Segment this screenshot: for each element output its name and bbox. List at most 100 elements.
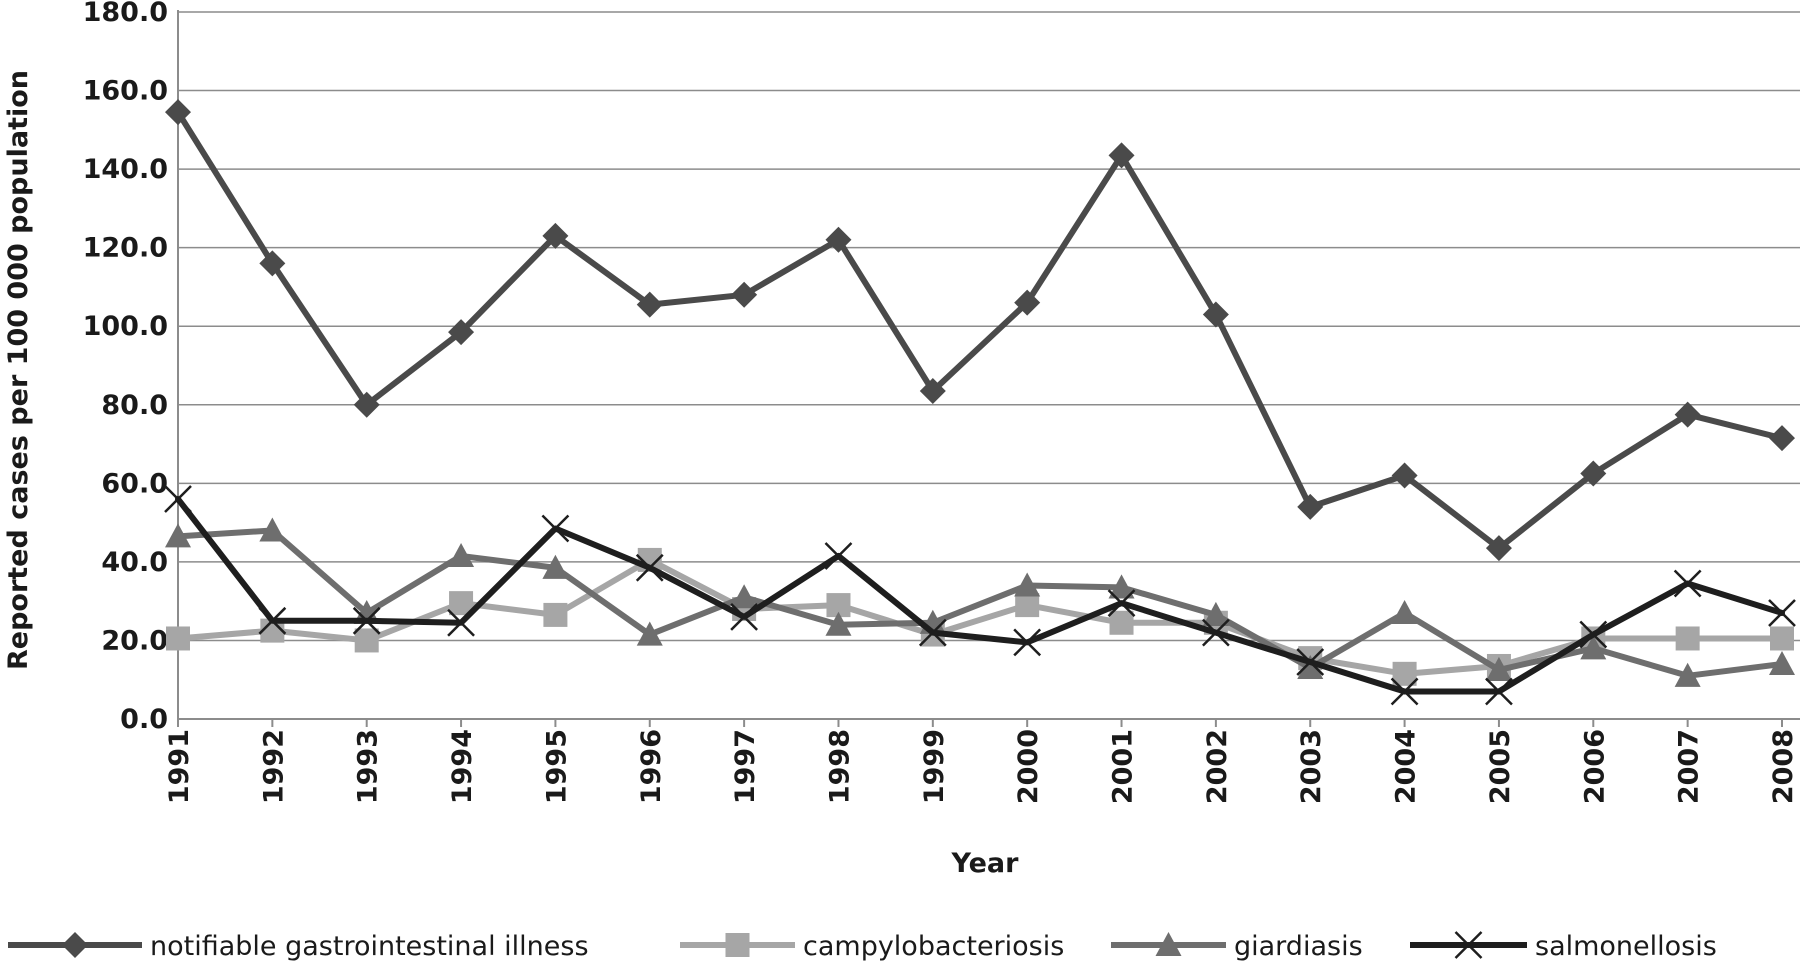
data-point-1-2007: [1675, 626, 1700, 651]
data-point-3-1998: [824, 542, 853, 570]
data-point-3-1993: [352, 606, 381, 635]
data-point-2-2006: [1580, 635, 1607, 660]
legend-swatch-marker-2: [1155, 932, 1182, 957]
data-point-0-1993: [353, 391, 380, 418]
series-2: [165, 517, 1795, 687]
data-point-0-1999: [919, 378, 946, 405]
data-point-2-2000: [1014, 572, 1041, 597]
series-line-3: [175, 496, 1785, 695]
y-axis-title: Reported cases per 100 000 population: [3, 70, 34, 670]
data-point-3-2001-stroke-b: [1107, 589, 1136, 618]
data-point-3-1996-stroke-b: [635, 553, 664, 582]
data-point-2-1992: [259, 517, 286, 542]
data-point-1-2000: [1015, 593, 1040, 618]
data-point-3-1998-stroke-b: [824, 542, 853, 570]
data-point-0-1991: [165, 99, 191, 126]
data-point-3-2000: [1013, 628, 1042, 657]
data-point-0-2003: [1297, 493, 1324, 520]
data-point-3-1991: [164, 485, 192, 513]
data-point-0-1992: [259, 250, 286, 277]
data-point-3-2007-stroke-b: [1673, 569, 1702, 598]
data-point-3-2003-stroke-b: [1296, 648, 1325, 676]
y-tick-label-9: 180.0: [83, 0, 168, 28]
data-point-0-2007: [1674, 401, 1701, 428]
legend-swatch-marker-1: [725, 933, 750, 957]
y-tick-label-2: 40.0: [101, 547, 168, 578]
x-tick-label-2005: 2005: [1485, 729, 1516, 804]
legend-swatch-marker-3: [1454, 931, 1483, 959]
x-tick-label-1993: 1993: [353, 729, 384, 804]
axes: 0.0 20.0 40.0 60.0 80.0 100.0 120.0 140.0 160.0 1…: [83, 0, 1800, 804]
y-tick-label-7: 140.0: [83, 154, 168, 185]
series-line-1: [175, 556, 1785, 677]
legend-label-3: salmonellosis: [1535, 931, 1717, 962]
data-point-0-1994: [448, 319, 475, 346]
data-point-1-1991: [166, 626, 190, 651]
legend-item-1: campylobacteriosis: [680, 931, 1064, 962]
x-tick-label-2000: 2000: [1013, 729, 1044, 804]
data-point-3-1997-stroke-b: [730, 602, 759, 631]
x-tick-label-2001: 2001: [1108, 729, 1139, 804]
x-tick-label-2008: 2008: [1768, 729, 1799, 804]
data-point-0-1995: [542, 222, 569, 249]
x-tick-label-1991: 1991: [164, 729, 195, 804]
data-point-1-1993: [354, 628, 379, 653]
data-point-2-2001: [1108, 574, 1135, 599]
data-point-3-2007: [1673, 569, 1702, 598]
x-tick-label-2004: 2004: [1391, 729, 1422, 804]
data-point-0-2001: [1108, 142, 1135, 169]
legend-item-2: giardiasis: [1111, 931, 1363, 962]
data-point-2-2002: [1202, 601, 1229, 626]
data-point-2-2007: [1674, 662, 1701, 687]
x-axis-title: Year: [951, 848, 1020, 879]
data-point-1-2008: [1770, 626, 1794, 651]
data-point-3-1997: [730, 602, 759, 631]
y-tick-label-0: 0.0: [120, 704, 168, 735]
data-point-0-2004: [1391, 462, 1418, 489]
data-point-0-2000: [1014, 289, 1041, 316]
x-tick-label-1999: 1999: [919, 729, 950, 804]
legend-swatch-marker-0: [62, 932, 88, 958]
data-point-0-2008: [1769, 425, 1795, 452]
data-point-3-2002-stroke-b: [1201, 618, 1230, 647]
data-point-0-1996: [636, 291, 663, 318]
data-point-0-1997: [731, 281, 758, 308]
gridlines: [178, 11, 1800, 642]
y-tick-label-6: 120.0: [83, 233, 168, 264]
x-tick-label-2007: 2007: [1674, 729, 1705, 804]
data-point-2-1994: [448, 542, 475, 568]
data-point-3-2003: [1296, 648, 1325, 676]
data-point-3-1999: [918, 618, 947, 647]
data-point-2-1995: [542, 554, 569, 579]
data-point-3-2005-stroke-b: [1485, 677, 1513, 706]
data-point-3-1995: [541, 514, 570, 543]
data-point-3-2002: [1201, 618, 1230, 647]
x-tick-label-1992: 1992: [258, 729, 289, 804]
series-group: [164, 99, 1796, 706]
series-3: [164, 485, 1796, 706]
x-tick-label-1996: 1996: [636, 729, 667, 804]
data-point-3-1994: [447, 608, 475, 637]
data-point-2-2003: [1297, 654, 1324, 679]
data-point-2-2005: [1485, 656, 1512, 681]
y-tick-label-1: 20.0: [101, 625, 168, 656]
x-tick-label-2003: 2003: [1296, 729, 1327, 804]
series-line-0: [175, 109, 1785, 552]
data-point-2-1991: [165, 523, 191, 548]
data-point-3-2000-stroke-b: [1013, 628, 1042, 657]
series-1: [166, 547, 1794, 686]
data-point-3-2005: [1485, 677, 1513, 706]
data-point-3-2008-stroke-b: [1768, 599, 1796, 627]
data-point-0-2006: [1580, 460, 1607, 487]
data-point-0-2005: [1485, 535, 1512, 562]
legend-label-0: notifiable gastrointestinal illness: [150, 931, 589, 962]
data-point-3-1991-stroke-b: [164, 485, 192, 513]
data-point-3-1992-stroke-b: [258, 606, 287, 635]
legend-swatch-marker-3-stroke-b: [1454, 931, 1483, 959]
data-point-3-1999-stroke-b: [918, 618, 947, 647]
y-tick-label-8: 160.0: [83, 76, 168, 107]
data-point-3-1992: [258, 606, 287, 635]
legend: notifiable gastrointestinal illness campy…: [8, 931, 1717, 962]
